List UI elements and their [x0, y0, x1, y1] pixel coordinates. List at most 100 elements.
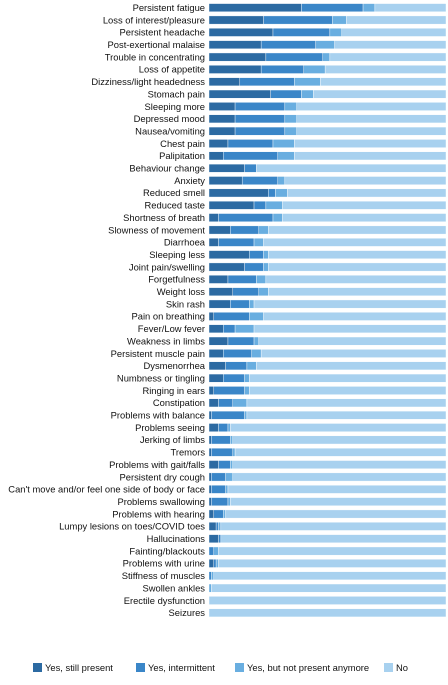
- legend-item: No: [384, 662, 408, 673]
- bar-row: [208, 77, 447, 87]
- bar-segment: [223, 509, 226, 519]
- legend-swatch: [33, 663, 42, 672]
- bar-row: [208, 497, 447, 506]
- bar-segment: [253, 200, 267, 210]
- bar-segment: [246, 361, 257, 371]
- category-label: Persistent fatigue: [133, 2, 205, 13]
- category-label: Post-exertional malaise: [108, 39, 205, 50]
- bar-segment: [249, 386, 447, 395]
- bar-segment: [320, 77, 447, 87]
- bar-segment: [232, 472, 447, 482]
- bar-row: [208, 287, 447, 297]
- bar-segment: [208, 608, 447, 618]
- bar-row: [208, 423, 447, 432]
- legend-label: Yes, still present: [45, 662, 113, 673]
- bar-segment: [223, 151, 278, 161]
- bar-segment: [208, 336, 229, 346]
- bar-segment: [263, 238, 447, 247]
- bar-row: [208, 151, 447, 161]
- bar-segment: [230, 460, 233, 469]
- bar-segment: [258, 225, 269, 235]
- bar-segment: [275, 188, 288, 198]
- bar-segment: [249, 373, 447, 383]
- legend-item: Yes, but not present anymore: [235, 662, 369, 673]
- category-label: Fainting/blackouts: [129, 545, 205, 556]
- bar-segment: [218, 559, 447, 568]
- bar-segment: [301, 89, 314, 99]
- bar-segment: [346, 15, 447, 25]
- bar-row: [208, 89, 447, 99]
- bar-row: [208, 312, 447, 321]
- bar-segment: [249, 250, 264, 259]
- legend-item: Yes, still present: [33, 662, 113, 673]
- bar-row: [208, 262, 447, 272]
- bar-segment: [234, 324, 255, 334]
- bar-row: [208, 176, 447, 185]
- bar-segment: [272, 213, 283, 222]
- bar-row: [208, 373, 447, 383]
- bar-segment: [234, 102, 286, 111]
- bar-segment: [208, 40, 262, 50]
- bar-segment: [227, 423, 231, 432]
- category-label: Erectile dysfunction: [124, 595, 205, 606]
- bar-segment: [215, 559, 219, 568]
- bar-segment: [208, 77, 241, 87]
- bar-segment: [253, 324, 447, 334]
- bar-segment: [213, 386, 245, 395]
- bar-segment: [213, 509, 224, 519]
- bar-segment: [284, 176, 447, 185]
- bar-segment: [227, 275, 257, 284]
- bar-segment: [225, 472, 233, 482]
- category-label: Reduced smell: [143, 187, 205, 198]
- bar-segment: [256, 275, 267, 284]
- bar-segment: [208, 509, 214, 519]
- bar-segment: [208, 435, 212, 445]
- bar-segment: [232, 287, 259, 297]
- bar-row: [208, 472, 447, 482]
- bar-segment: [246, 410, 447, 420]
- bar-segment: [287, 188, 447, 198]
- bar-segment: [234, 114, 286, 124]
- bar-segment: [225, 509, 447, 519]
- bar-segment: [211, 497, 229, 506]
- category-label: Diarrhoea: [164, 237, 206, 248]
- category-label: Loss of appetite: [139, 64, 205, 75]
- bar-row: [208, 200, 447, 210]
- bar-row: [208, 15, 447, 25]
- bar-segment: [213, 571, 447, 581]
- bar-segment: [208, 447, 212, 457]
- bar-segment: [324, 65, 447, 74]
- bar-segment: [218, 423, 229, 432]
- bar-segment: [341, 28, 447, 37]
- bar-segment: [284, 114, 297, 124]
- bar-segment: [230, 435, 233, 445]
- category-label: Anxiety: [174, 175, 205, 186]
- bar-row: [208, 546, 447, 556]
- bar-row: [208, 275, 447, 284]
- bars: [208, 3, 447, 618]
- bar-segment: [362, 3, 376, 12]
- bar-segment: [211, 447, 233, 457]
- category-label: Reduced taste: [145, 200, 205, 211]
- bar-segment: [208, 89, 271, 99]
- bar-segment: [208, 114, 236, 124]
- category-label: Persistent headache: [120, 27, 205, 38]
- legend-label: No: [396, 662, 408, 673]
- bar-segment: [329, 52, 447, 62]
- bar-segment: [244, 163, 257, 173]
- category-label: Palipitation: [159, 150, 205, 161]
- bar-segment: [213, 559, 217, 568]
- category-label: Shortness of breath: [123, 212, 205, 223]
- bar-segment: [223, 324, 236, 334]
- bar-segment: [208, 546, 214, 556]
- bar-segment: [313, 89, 447, 99]
- bar-segment: [208, 398, 219, 408]
- bar-segment: [208, 275, 229, 284]
- bar-segment: [260, 349, 447, 358]
- category-label: Sleeping less: [149, 249, 205, 260]
- bar-segment: [208, 373, 224, 383]
- bar-segment: [208, 349, 224, 358]
- bar-segment: [208, 3, 302, 12]
- category-label: Behaviour change: [129, 163, 205, 174]
- category-label: Fever/Low fever: [138, 323, 205, 334]
